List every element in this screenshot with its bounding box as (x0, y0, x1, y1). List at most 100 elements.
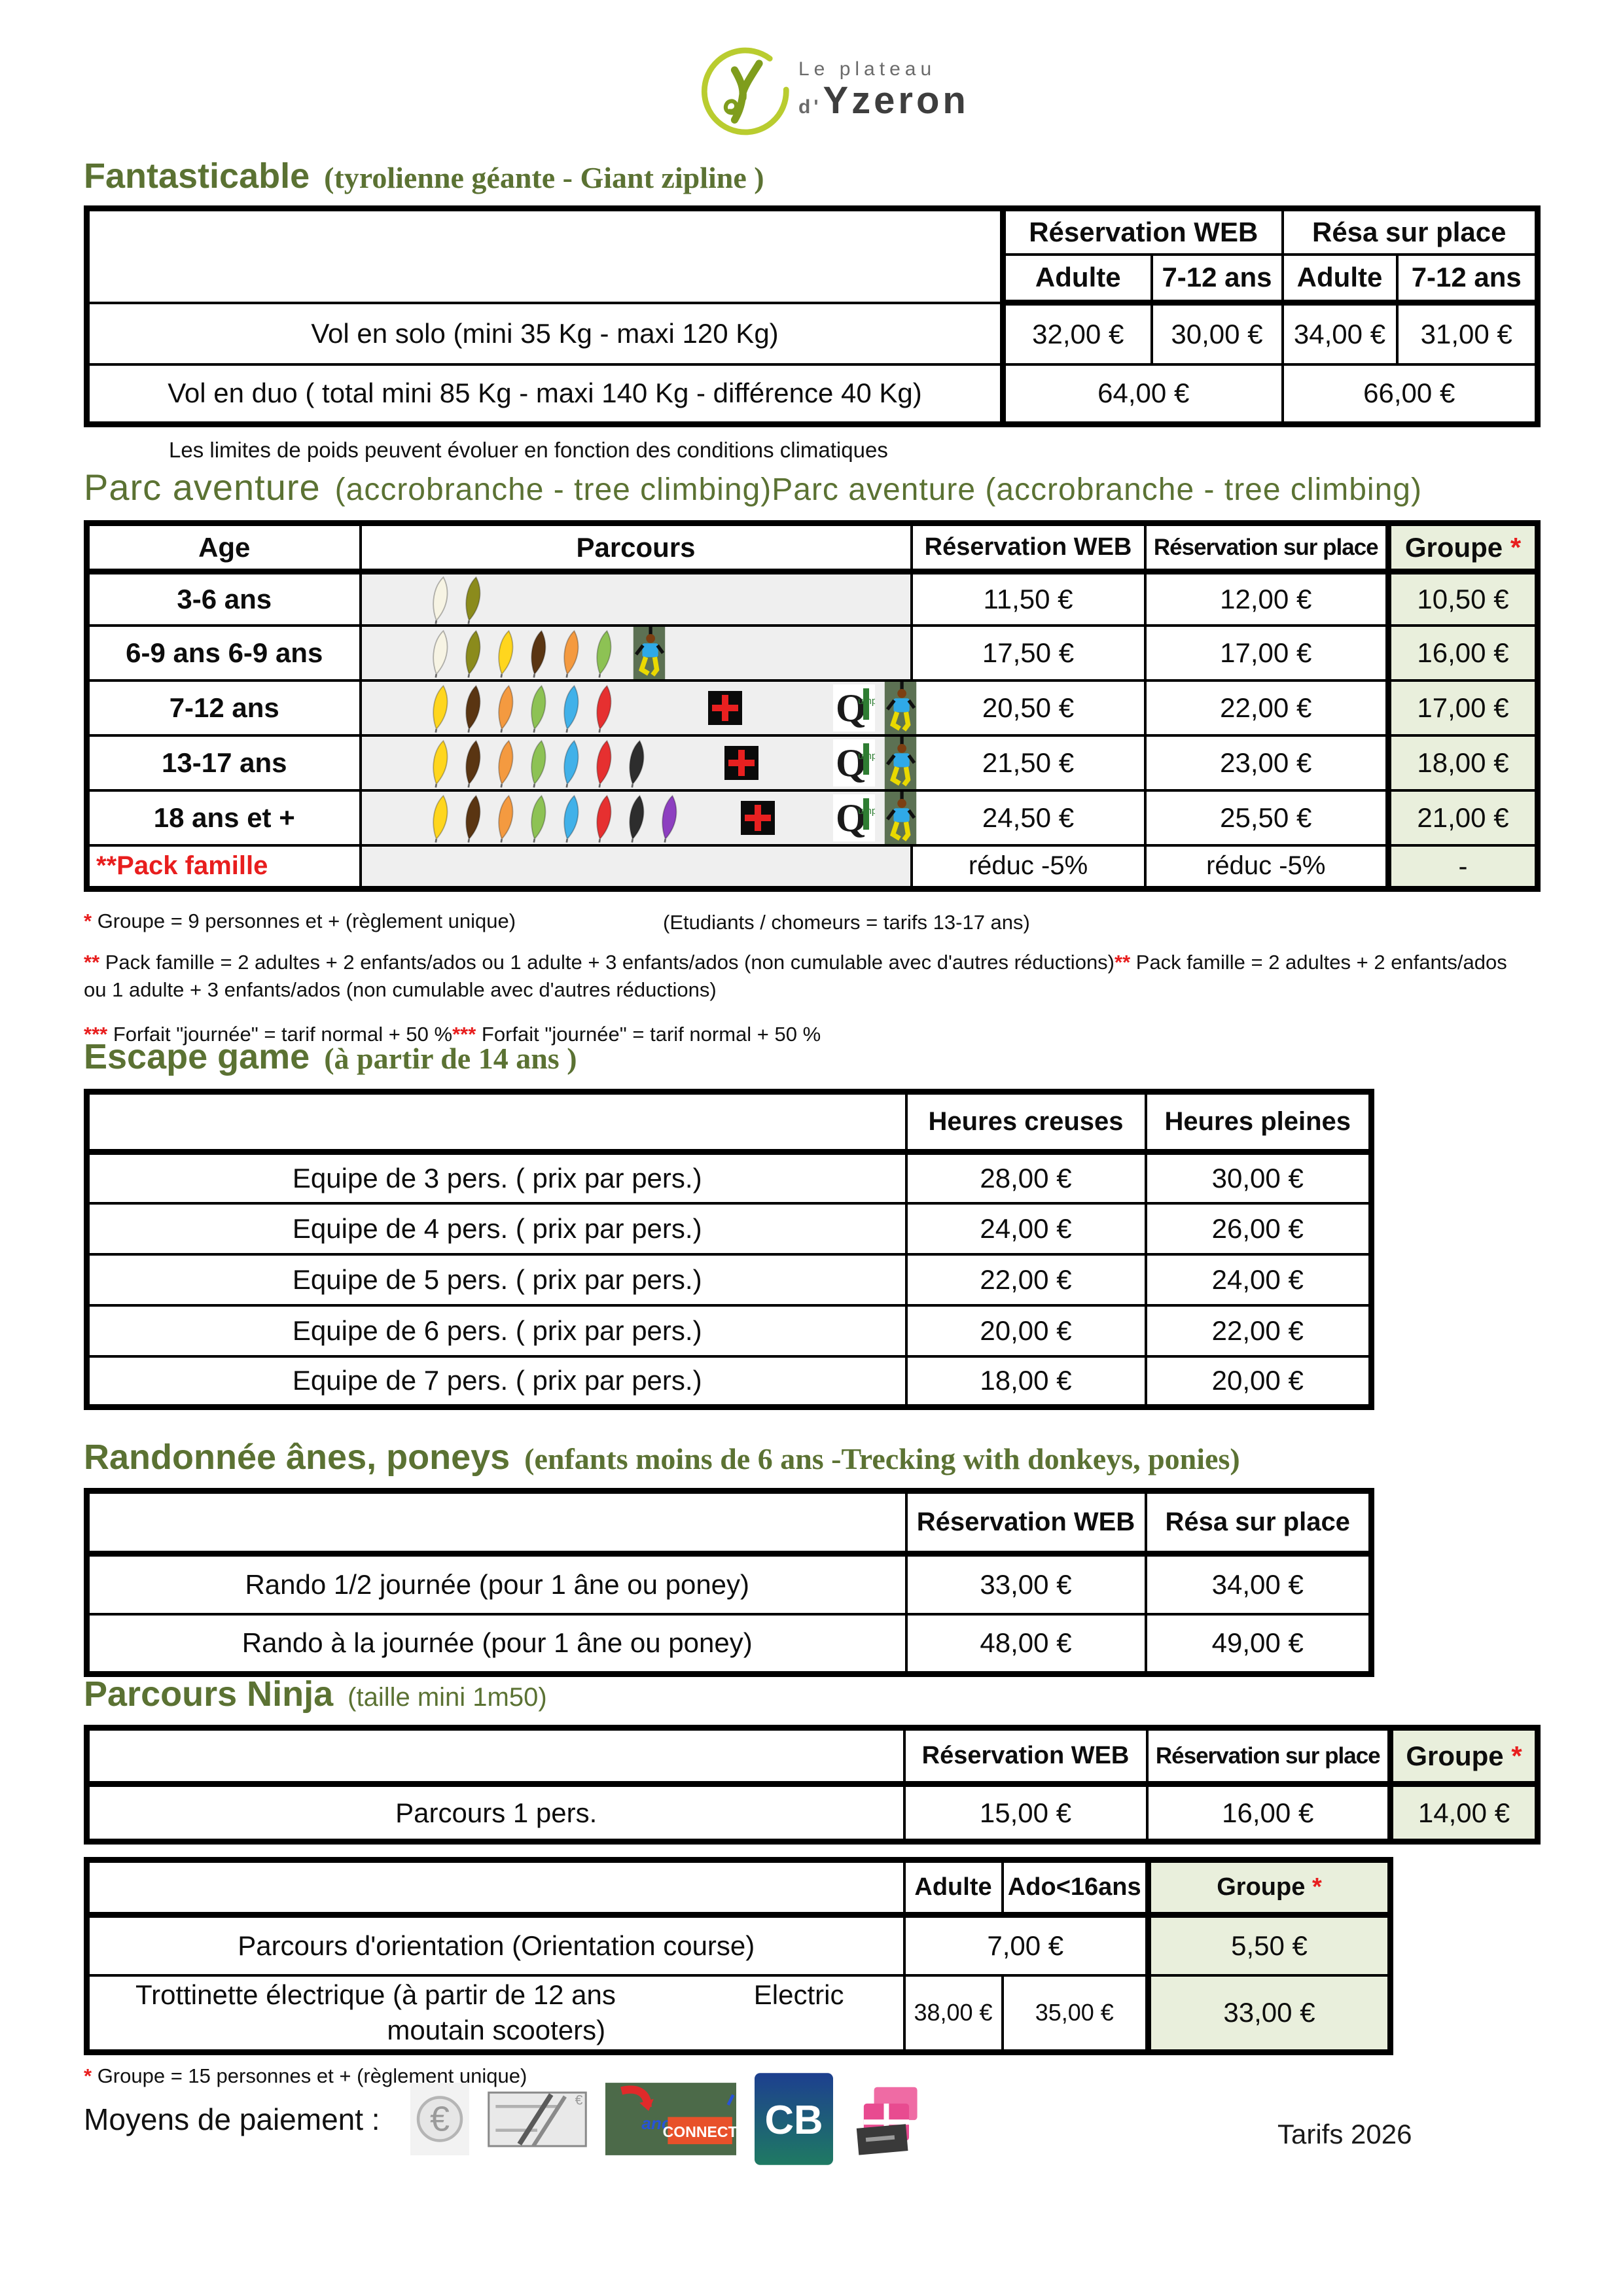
header-groupe: Groupe * (1385, 521, 1539, 574)
age-cell-pack-famille: **Pack famille (85, 844, 362, 890)
svg-text:€: € (575, 2093, 582, 2108)
price-groupe: 16,00 € (1385, 624, 1539, 682)
logo-text: Le plateau d'Yzeron (798, 60, 969, 120)
price-groupe: 18,00 € (1385, 734, 1539, 792)
row-label-vol-solo: Vol en solo (mini 35 Kg - maxi 120 Kg) (85, 301, 1006, 366)
cb-card-icon: CB (754, 2073, 833, 2165)
table-row: Equipe de 3 pers. ( prix par pers.) 28,0… (85, 1150, 1373, 1205)
asterisk: ** (1115, 951, 1131, 974)
parcours-cell (359, 624, 913, 682)
price-groupe: 21,00 € (1385, 789, 1539, 847)
price-cell: 32,00 € (1001, 301, 1153, 366)
svg-text:€: € (430, 2100, 450, 2139)
price-place: 34,00 € (1144, 1552, 1373, 1616)
price-pleines: 24,00 € (1144, 1252, 1373, 1307)
age-cell: 18 ans et + (85, 789, 362, 847)
age-cell: 3-6 ans (85, 570, 362, 627)
parc-aventure-table: Age Parcours Réservation WEB Réservation… (84, 520, 1541, 892)
section-title: Fantasticable (tyrolienne géante - Giant… (84, 156, 1541, 196)
svg-text:Q: Q (836, 741, 866, 785)
asterisk: * (1311, 1873, 1322, 1901)
table-row: Heures creuses Heures pleines (85, 1090, 1373, 1155)
table-row: Réservation WEB Résa sur place (85, 1489, 1373, 1557)
price-place: 23,00 € (1143, 734, 1390, 792)
price-web: 33,00 € (904, 1552, 1147, 1616)
header-reservation-web: Réservation WEB (1001, 207, 1284, 256)
row-label: Equipe de 3 pers. ( prix par pers.) (85, 1150, 908, 1205)
header-reservation-sur-place: Réservation sur place (1143, 521, 1390, 574)
leaf-icon-brown (460, 683, 484, 733)
tarifs-year-label: Tarifs 2026 (1277, 2119, 1412, 2149)
header-resa-sur-place: Résa sur place (1281, 207, 1539, 256)
ninja-title: Parcours Ninja (84, 1674, 334, 1714)
price-groupe: 5,50 € (1145, 1913, 1392, 1977)
header-groupe: Groupe * (1145, 1858, 1392, 1918)
cheque-icon: € (487, 2087, 587, 2152)
leaf-icon-black (624, 793, 648, 843)
price-cell: 34,00 € (1281, 301, 1399, 366)
table-row: Adulte Ado<16ans Groupe * (85, 1858, 1392, 1918)
leaf-icon-red (591, 793, 615, 843)
price-web: 11,50 € (910, 570, 1147, 627)
climber-icon (884, 737, 917, 789)
leaf-icon-green (526, 738, 550, 788)
header-resa-sur-place: Résa sur place (1144, 1489, 1373, 1557)
euro-coin-icon: € (410, 2083, 469, 2155)
section-title: Escape game (à partir de 14 ans ) (84, 1036, 1374, 1077)
section-randonnee: Randonnée ânes, poneys (enfants moins de… (84, 1437, 1374, 1677)
price-web: 48,00 € (904, 1612, 1147, 1676)
price-cell-duo-place: 66,00 € (1281, 362, 1539, 426)
leaf-icon-brown (460, 738, 484, 788)
section-parcours-ninja: Parcours Ninja (taille mini 1m50) Réserv… (84, 1674, 1541, 1845)
asterisk: * (84, 2064, 92, 2087)
parcours-cell (359, 844, 913, 890)
fantasticable-title: Fantasticable (84, 156, 310, 196)
leaf-icon-olive (460, 574, 484, 624)
parcours-ninja-table: Réservation WEB Réservation sur place Gr… (84, 1725, 1541, 1845)
leaf-icon-red (591, 738, 615, 788)
logo-name: d'Yzeron (798, 79, 969, 122)
price-groupe: 14,00 € (1387, 1782, 1539, 1843)
price-place: 12,00 € (1143, 570, 1390, 627)
climber-icon (884, 792, 917, 844)
price-creuses: 20,00 € (904, 1303, 1147, 1358)
price-web: 21,50 € (910, 734, 1147, 792)
table-row: Vol en solo (mini 35 Kg - maxi 120 Kg) 3… (85, 301, 1539, 366)
asterisk: ** (84, 951, 100, 974)
empty-corner-cell (85, 1726, 906, 1787)
row-label: Rando à la journée (pour 1 âne ou poney) (85, 1612, 908, 1676)
age-cell: 13-17 ans (85, 734, 362, 792)
header-ado: Ado<16ans (1001, 1858, 1150, 1918)
orientation-table: Adulte Ado<16ans Groupe * Parcours d'ori… (84, 1857, 1393, 2055)
leaf-icon-yellow (493, 628, 517, 678)
escape-subtitle: (à partir de 14 ans ) (324, 1042, 577, 1075)
table-row: Rando à la journée (pour 1 âne ou poney)… (85, 1612, 1373, 1676)
table-row: Réservation WEB Réservation sur place Gr… (85, 1726, 1539, 1787)
section-title: Parcours Ninja (taille mini 1m50) (84, 1674, 1541, 1714)
parc-footnotes: * Groupe = 9 personnes et + (règlement u… (84, 908, 1535, 1048)
section-orientation: Adulte Ado<16ans Groupe * Parcours d'ori… (84, 1857, 1393, 2088)
price-adulte: 38,00 € (902, 1973, 1004, 2054)
price-web: 17,50 € (910, 624, 1147, 682)
leaf-icon-orange (558, 628, 582, 678)
fantasticable-table: Réservation WEB Résa sur place Adulte 7-… (84, 205, 1541, 427)
empty-corner-cell (85, 1858, 906, 1918)
leaf-icon-red (591, 683, 615, 733)
leaf-icon-green (591, 628, 615, 678)
logo: Le plateau d'Yzeron (694, 41, 969, 139)
price-groupe: - (1385, 844, 1539, 890)
leaf-icon-blue (558, 793, 582, 843)
rando-title: Randonnée ânes, poneys (84, 1438, 510, 1477)
row-label: Parcours 1 pers. (85, 1782, 906, 1843)
price-pleines: 30,00 € (1144, 1150, 1373, 1205)
escape-title: Escape game (84, 1037, 310, 1076)
section-payment: Moyens de paiement : € € (84, 2073, 923, 2165)
leaf-icon-yellow (427, 683, 452, 733)
section-title: Parc aventure (accrobranche - tree climb… (84, 466, 1541, 508)
